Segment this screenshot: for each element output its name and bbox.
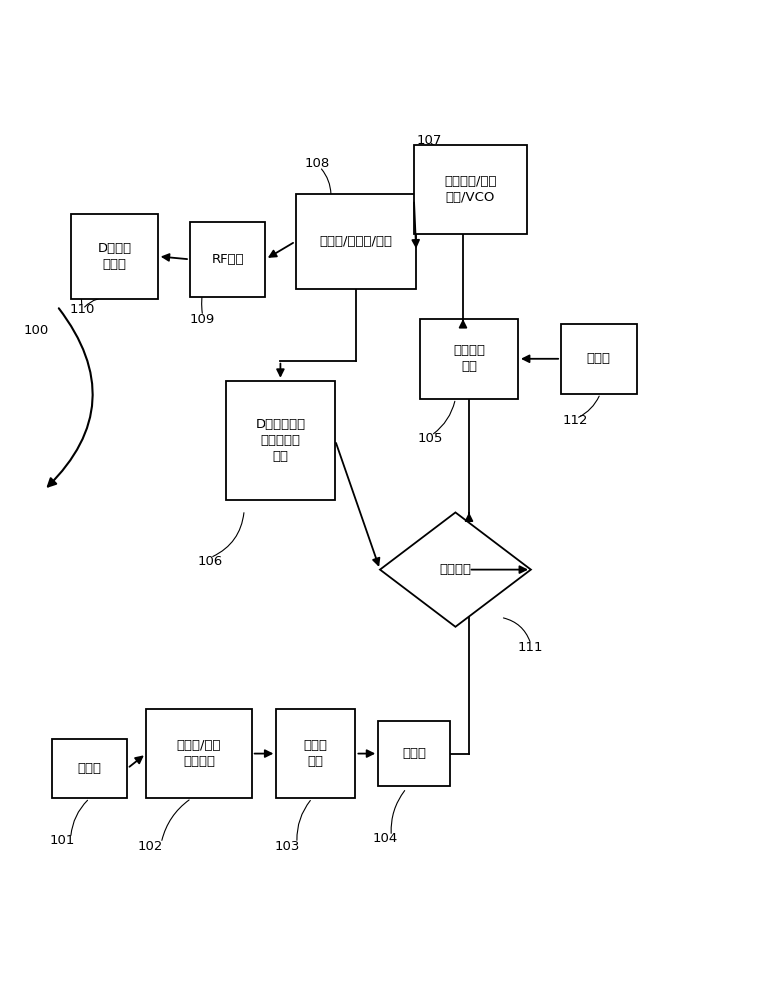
FancyBboxPatch shape xyxy=(378,721,450,786)
FancyBboxPatch shape xyxy=(277,709,356,798)
Text: 100: 100 xyxy=(24,324,49,337)
Text: 查找表: 查找表 xyxy=(587,352,611,365)
Text: D形盒中
的间隙: D形盒中 的间隙 xyxy=(97,242,131,271)
Text: 传感器: 传感器 xyxy=(402,747,426,760)
FancyBboxPatch shape xyxy=(52,739,127,798)
Text: 传感器
延迟: 传感器 延迟 xyxy=(304,739,328,768)
Text: 108: 108 xyxy=(305,157,330,170)
FancyBboxPatch shape xyxy=(71,214,158,299)
Text: 103: 103 xyxy=(274,840,299,853)
Text: 104: 104 xyxy=(372,832,397,845)
Text: 滤波器/信号
处理单元: 滤波器/信号 处理单元 xyxy=(176,739,221,768)
Text: 112: 112 xyxy=(562,414,588,427)
Text: D形盒中的间
隙中的预期
相位: D形盒中的间 隙中的预期 相位 xyxy=(255,418,306,463)
Text: 106: 106 xyxy=(198,555,223,568)
Text: 111: 111 xyxy=(518,641,543,654)
FancyBboxPatch shape xyxy=(414,145,527,234)
Text: 102: 102 xyxy=(137,840,163,853)
Text: 107: 107 xyxy=(416,134,442,147)
FancyBboxPatch shape xyxy=(226,381,335,500)
Text: 101: 101 xyxy=(49,834,75,847)
FancyBboxPatch shape xyxy=(420,319,518,399)
Text: 电子控制
单元: 电子控制 单元 xyxy=(453,344,485,373)
Text: 109: 109 xyxy=(190,313,215,326)
Text: 检测器: 检测器 xyxy=(78,762,102,775)
Text: 110: 110 xyxy=(69,303,94,316)
Text: 测量相移: 测量相移 xyxy=(439,563,471,576)
Polygon shape xyxy=(380,512,531,627)
FancyBboxPatch shape xyxy=(146,709,252,798)
FancyBboxPatch shape xyxy=(190,222,265,297)
FancyBboxPatch shape xyxy=(561,324,637,394)
Text: 105: 105 xyxy=(418,432,443,445)
Text: 放大器/调谐器/空腔: 放大器/调谐器/空腔 xyxy=(319,235,392,248)
Text: RF延迟: RF延迟 xyxy=(211,253,244,266)
FancyBboxPatch shape xyxy=(296,194,416,289)
Text: 波生成器/相位
受控/VCO: 波生成器/相位 受控/VCO xyxy=(445,175,497,204)
